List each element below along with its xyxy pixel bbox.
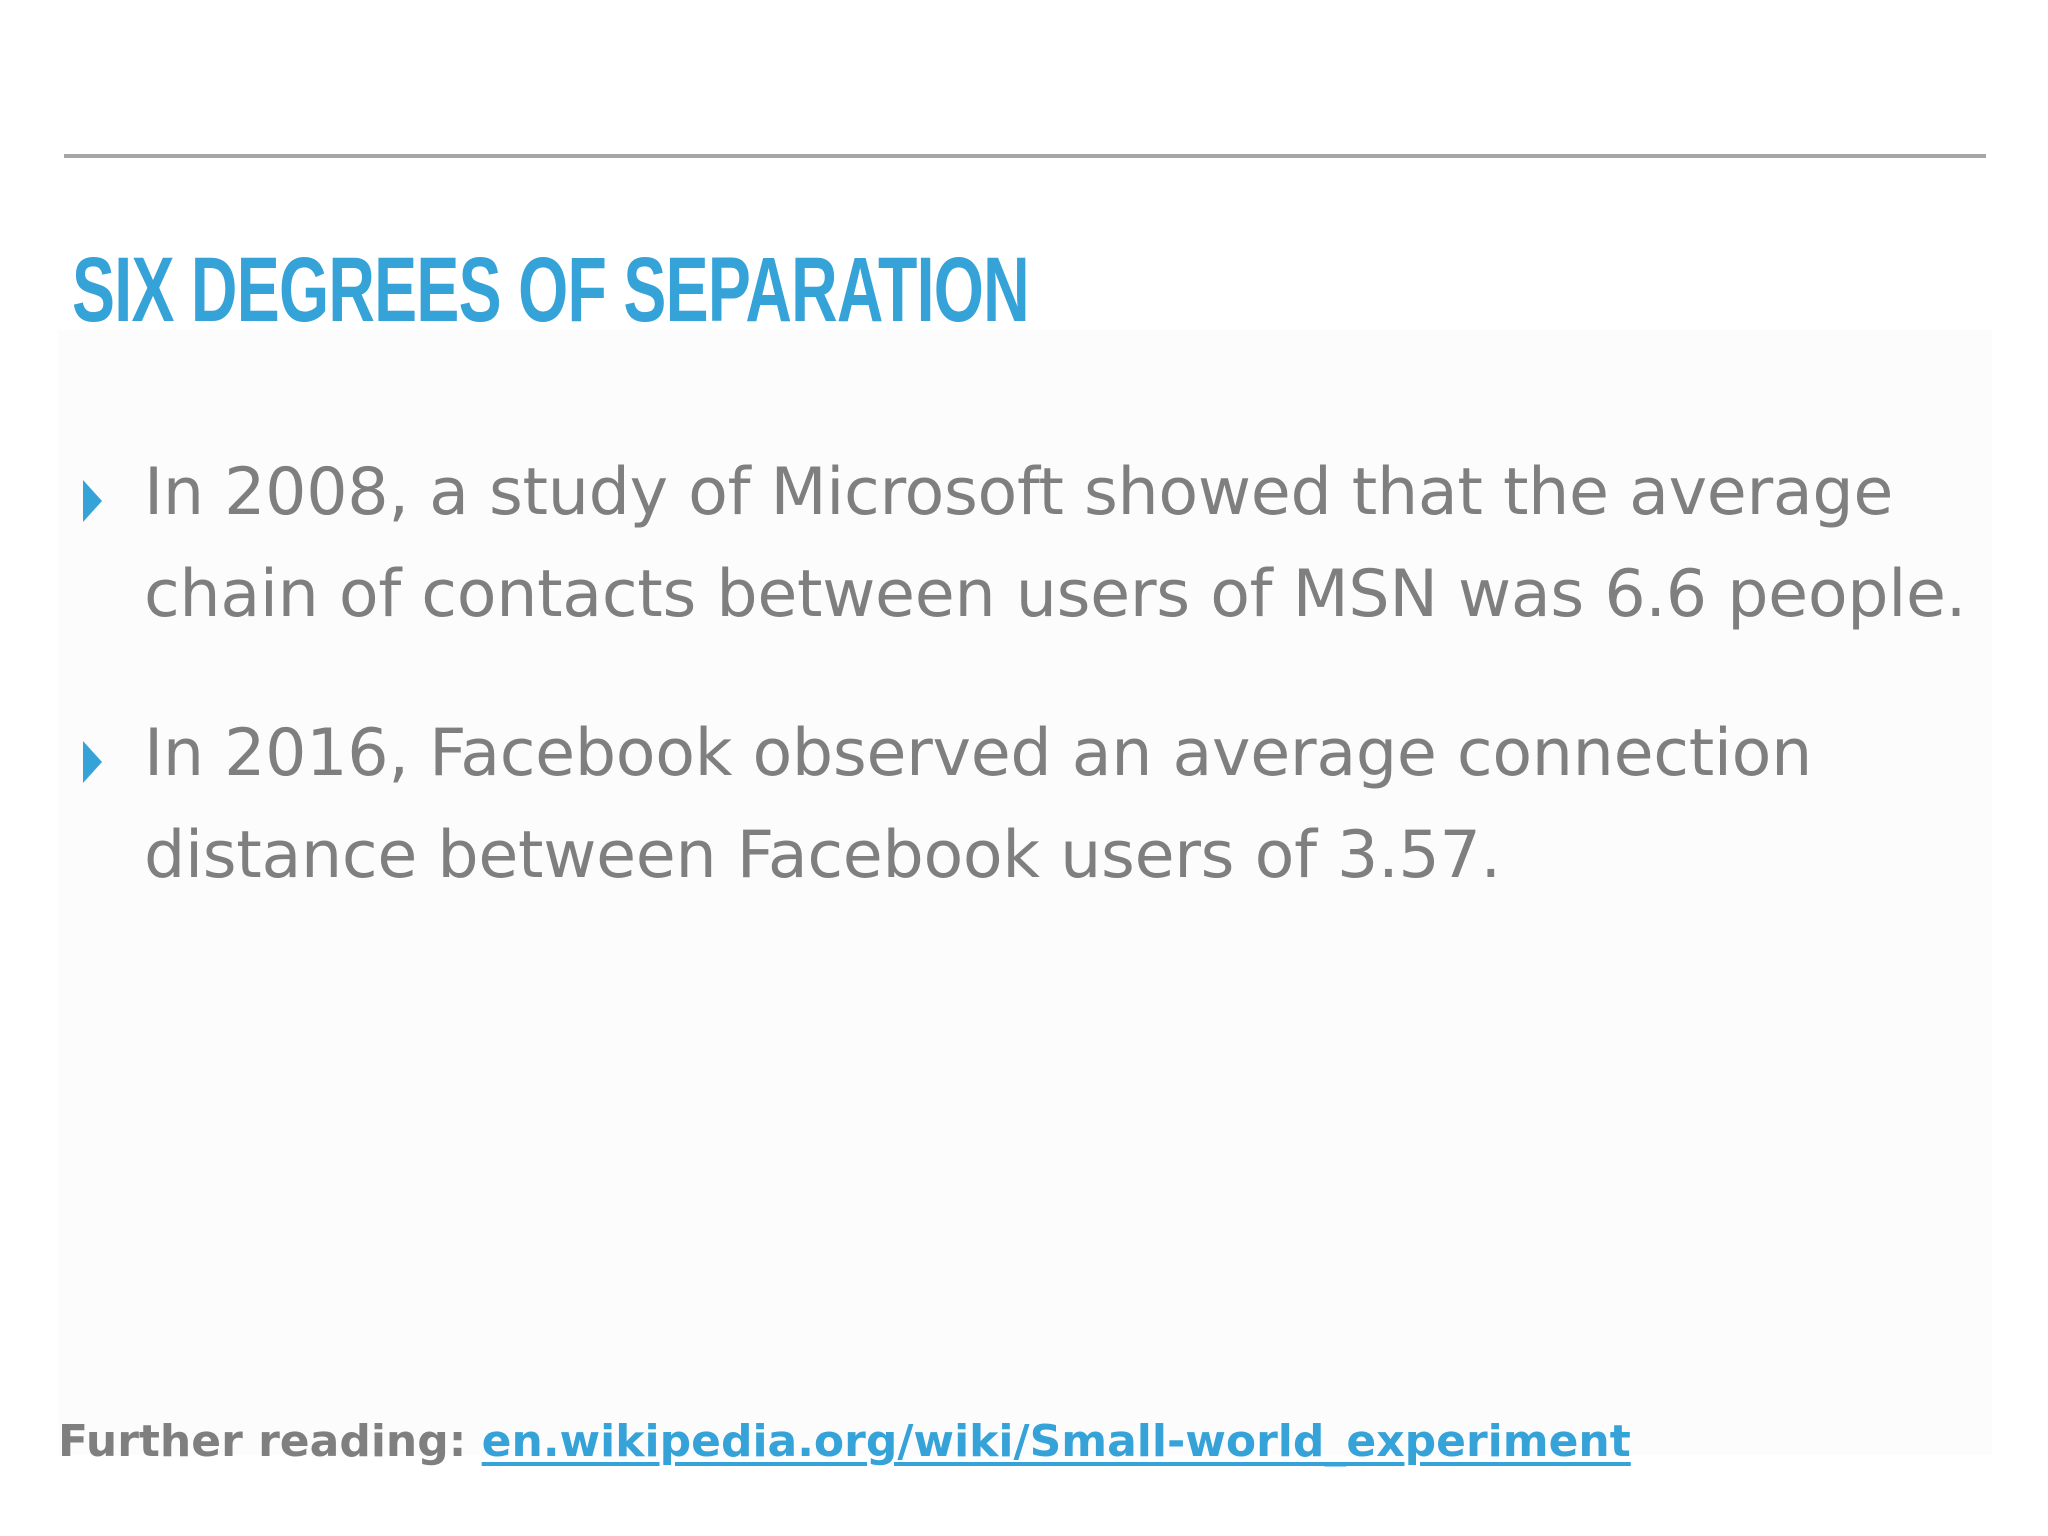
triangle-right-icon <box>83 480 102 522</box>
bullet-item: In 2016, Facebook observed an average co… <box>80 703 1980 907</box>
bullet-item: In 2008, a study of Microsoft showed tha… <box>80 442 1980 646</box>
further-reading: Further reading: en.wikipedia.org/wiki/S… <box>58 1414 1631 1470</box>
further-reading-link[interactable]: en.wikipedia.org/wiki/Small-world_experi… <box>481 1416 1631 1467</box>
bullet-text: In 2008, a study of Microsoft showed tha… <box>144 455 1967 632</box>
bullet-list: In 2008, a study of Microsoft showed tha… <box>80 442 1980 907</box>
top-divider <box>64 154 1986 158</box>
content-panel <box>58 330 1992 1455</box>
further-reading-label: Further reading: <box>58 1416 482 1467</box>
slide-title: SIX DEGREES OF SEPARATION <box>72 239 1030 341</box>
triangle-right-icon <box>83 741 102 783</box>
bullet-text: In 2016, Facebook observed an average co… <box>144 716 1813 893</box>
